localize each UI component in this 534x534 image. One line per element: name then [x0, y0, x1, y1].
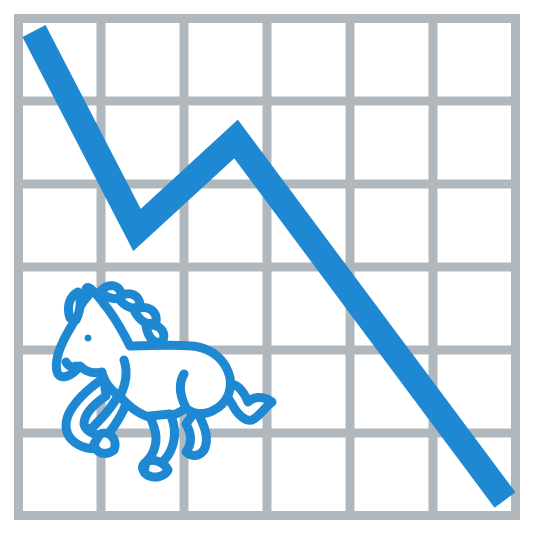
horse-front-near-hoof	[89, 428, 120, 458]
horse-eye	[84, 334, 92, 342]
horse-ear	[63, 287, 85, 325]
horse-rear-far-leg	[181, 405, 211, 460]
horse-tail	[221, 380, 277, 425]
horse-nostril	[61, 357, 81, 372]
downtrend-line-icon	[22, 25, 516, 508]
horse-haunch-line	[175, 369, 191, 413]
horse-rear-near-hoof	[139, 455, 173, 482]
galloping-horse-icon	[51, 281, 277, 482]
horse-shoulder-line	[115, 355, 131, 401]
